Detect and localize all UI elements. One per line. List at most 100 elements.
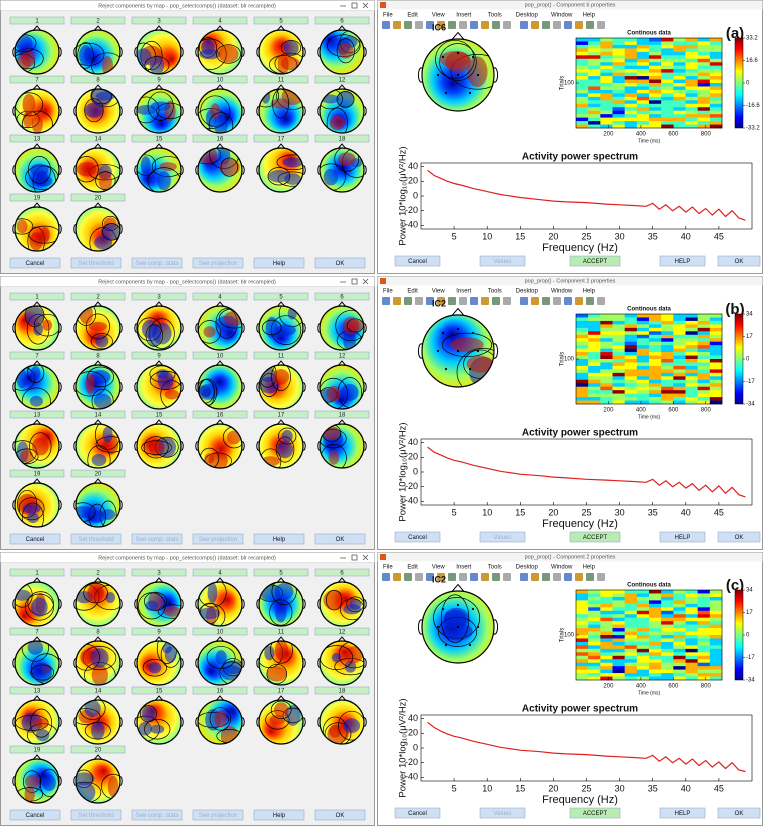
button-label[interactable]: See comp. stats	[135, 813, 178, 819]
menu-item[interactable]: Edit	[407, 13, 418, 19]
button-label[interactable]: 16	[217, 413, 224, 419]
menu-item[interactable]: Tools	[488, 289, 502, 295]
button-label[interactable]: Set threshold	[78, 261, 113, 267]
toolbar-icon[interactable]	[542, 21, 550, 29]
toolbar-icon[interactable]	[520, 573, 528, 581]
button-label[interactable]: OK	[336, 537, 345, 543]
menu-item[interactable]: File	[383, 289, 393, 295]
button-label[interactable]: OK	[336, 813, 345, 819]
button-label[interactable]: 19	[34, 472, 41, 478]
button-label[interactable]: 19	[34, 196, 41, 202]
button-label[interactable]: See comp. stats	[135, 261, 178, 267]
toolbar-icon[interactable]	[393, 21, 401, 29]
button-label[interactable]: 17	[278, 689, 285, 695]
button-label[interactable]: 15	[156, 137, 163, 143]
toolbar-icon[interactable]	[382, 21, 390, 29]
menu-item[interactable]: Window	[551, 289, 573, 295]
button-label[interactable]: 12	[339, 354, 346, 360]
button-label[interactable]: 10	[217, 78, 224, 84]
button-label[interactable]: See comp. stats	[135, 537, 178, 543]
button-label[interactable]: 15	[156, 689, 163, 695]
toolbar-icon[interactable]	[531, 21, 539, 29]
toolbar-icon[interactable]	[575, 21, 583, 29]
button-label[interactable]: OK	[336, 261, 345, 267]
button-label[interactable]: Values	[494, 811, 512, 817]
button-label[interactable]: See projection	[199, 813, 237, 819]
toolbar-icon[interactable]	[586, 297, 594, 305]
toolbar-icon[interactable]	[586, 21, 594, 29]
button-label[interactable]: 19	[34, 748, 41, 754]
toolbar-icon[interactable]	[470, 573, 478, 581]
button-label[interactable]: 14	[95, 137, 102, 143]
menu-item[interactable]: Insert	[456, 565, 471, 571]
toolbar-icon[interactable]	[575, 297, 583, 305]
button-label[interactable]: Cancel	[26, 261, 45, 267]
button-label[interactable]: See projection	[199, 537, 237, 543]
button-label[interactable]: ACCEPT	[583, 811, 608, 817]
menu-item[interactable]: Desktop	[516, 565, 539, 571]
button-label[interactable]: ACCEPT	[583, 535, 608, 541]
button-label[interactable]: Help	[273, 261, 286, 267]
menu-item[interactable]: Insert	[456, 13, 471, 19]
button-label[interactable]: 11	[278, 78, 285, 84]
menu-item[interactable]: Edit	[407, 565, 418, 571]
toolbar-icon[interactable]	[492, 297, 500, 305]
button-label[interactable]: 13	[34, 689, 41, 695]
toolbar-icon[interactable]	[459, 297, 467, 305]
toolbar-icon[interactable]	[448, 21, 456, 29]
button-label[interactable]: HELP	[675, 535, 691, 541]
button-label[interactable]: 13	[34, 413, 41, 419]
button-label[interactable]: 10	[217, 354, 224, 360]
toolbar-icon[interactable]	[404, 297, 412, 305]
menu-item[interactable]: Help	[583, 289, 596, 295]
toolbar-icon[interactable]	[393, 297, 401, 305]
toolbar-icon[interactable]	[575, 573, 583, 581]
toolbar-icon[interactable]	[492, 573, 500, 581]
toolbar-icon[interactable]	[404, 21, 412, 29]
button-label[interactable]: 13	[34, 137, 41, 143]
toolbar-icon[interactable]	[459, 573, 467, 581]
button-label[interactable]: 20	[95, 748, 102, 754]
toolbar-icon[interactable]	[470, 297, 478, 305]
menu-item[interactable]: View	[432, 13, 446, 19]
button-label[interactable]: 15	[156, 413, 163, 419]
menu-item[interactable]: Tools	[488, 13, 502, 19]
button-label[interactable]: Cancel	[408, 259, 427, 265]
toolbar-icon[interactable]	[404, 573, 412, 581]
button-label[interactable]: 11	[278, 630, 285, 636]
button-label[interactable]: 17	[278, 413, 285, 419]
button-label[interactable]: Set threshold	[78, 813, 113, 819]
toolbar-icon[interactable]	[503, 21, 511, 29]
toolbar-icon[interactable]	[586, 573, 594, 581]
menu-item[interactable]: View	[432, 565, 446, 571]
toolbar-icon[interactable]	[597, 21, 605, 29]
menu-item[interactable]: Window	[551, 565, 573, 571]
button-label[interactable]: Cancel	[26, 537, 45, 543]
menu-item[interactable]: Help	[583, 13, 596, 19]
menu-item[interactable]: Insert	[456, 289, 471, 295]
button-label[interactable]: Values	[494, 259, 512, 265]
toolbar-icon[interactable]	[470, 21, 478, 29]
button-label[interactable]: Cancel	[408, 535, 427, 541]
toolbar-icon[interactable]	[393, 573, 401, 581]
toolbar-icon[interactable]	[448, 573, 456, 581]
menu-item[interactable]: Help	[583, 565, 596, 571]
toolbar-icon[interactable]	[564, 573, 572, 581]
toolbar-icon[interactable]	[564, 21, 572, 29]
button-label[interactable]: 17	[278, 137, 285, 143]
button-label[interactable]: 16	[217, 689, 224, 695]
toolbar-icon[interactable]	[520, 297, 528, 305]
button-label[interactable]: Values	[494, 535, 512, 541]
button-label[interactable]: 18	[339, 413, 346, 419]
button-label[interactable]: HELP	[675, 811, 691, 817]
button-label[interactable]: See projection	[199, 261, 237, 267]
toolbar-icon[interactable]	[597, 573, 605, 581]
button-label[interactable]: OK	[735, 811, 744, 817]
button-label[interactable]: OK	[735, 259, 744, 265]
toolbar-icon[interactable]	[382, 573, 390, 581]
button-label[interactable]: Help	[273, 813, 286, 819]
toolbar-icon[interactable]	[382, 297, 390, 305]
toolbar-icon[interactable]	[415, 573, 423, 581]
toolbar-icon[interactable]	[553, 573, 561, 581]
menu-item[interactable]: Window	[551, 13, 573, 19]
